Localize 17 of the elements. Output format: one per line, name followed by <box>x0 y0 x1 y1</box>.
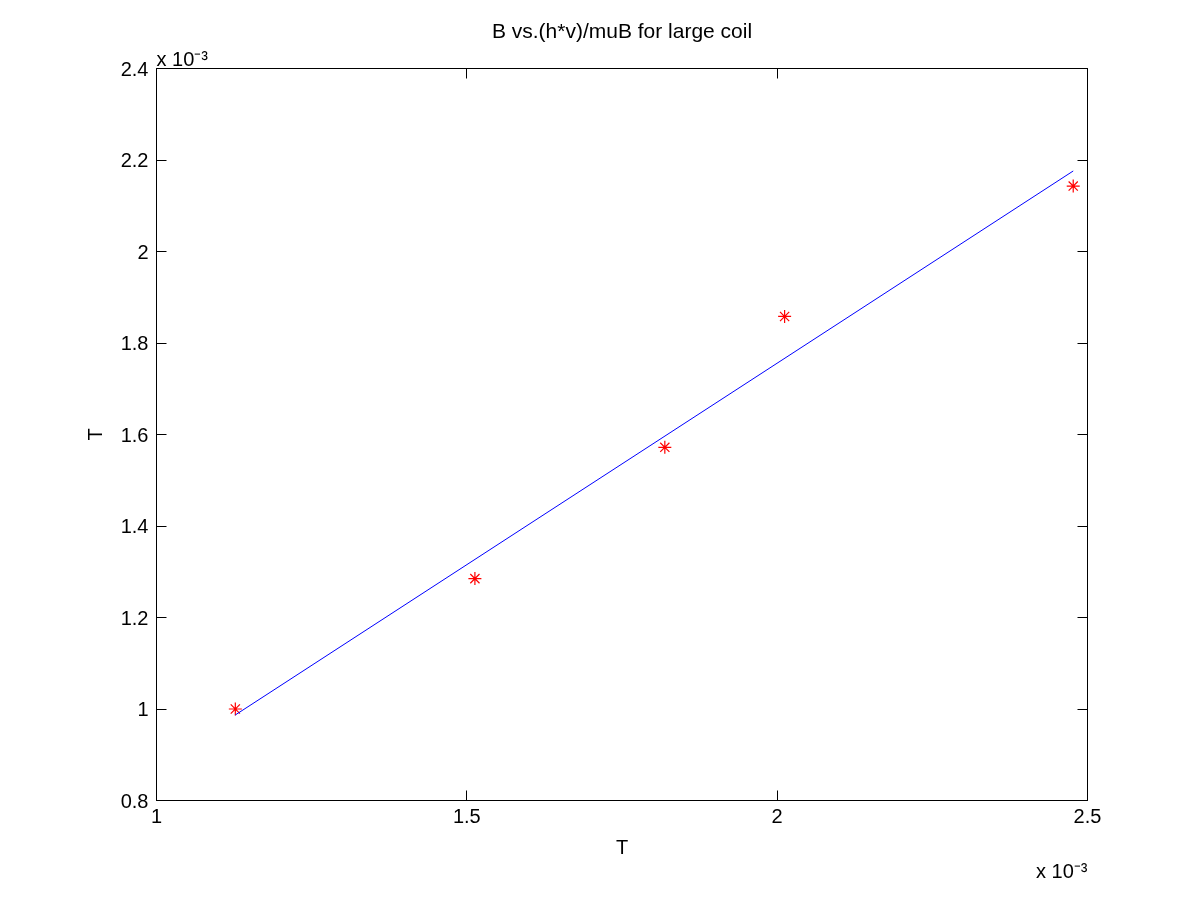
y-tick-label: 0.8 <box>120 789 149 812</box>
text: x 10⁻³ <box>1036 860 1088 882</box>
y-tick-label: 2.4 <box>120 57 149 80</box>
x-tick-label: 1.5 <box>452 804 481 827</box>
y-tick-label: 2 <box>137 240 149 263</box>
y-tick-label: 1.2 <box>120 606 149 629</box>
x-axis-title: T <box>615 835 629 858</box>
y-axis-title: T <box>83 428 106 441</box>
y-tick-label: 1.6 <box>120 423 149 446</box>
y-tick-label: 1.8 <box>120 332 149 354</box>
x-tick-label: 2 <box>771 804 783 827</box>
y-tick-label: 2.2 <box>120 149 149 171</box>
y-tick-label: 1.4 <box>120 515 149 537</box>
chart-title: B vs.(h*v)/muB for large coil <box>491 18 753 42</box>
annotation: x 10⁻³ <box>156 47 209 70</box>
y-tick-label: 1 <box>137 698 149 720</box>
x-tick-label: 2.5 <box>1073 804 1102 827</box>
